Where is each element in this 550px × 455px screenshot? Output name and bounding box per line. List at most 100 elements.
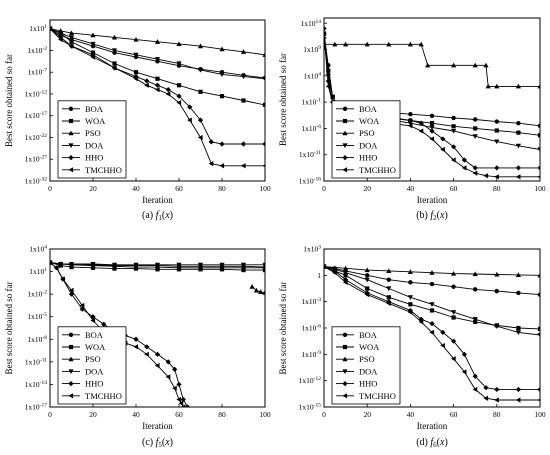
- data-point-tmchho: [154, 363, 160, 369]
- data-point-doa: [90, 261, 96, 267]
- data-point-tmchho: [515, 174, 521, 180]
- data-point-tmchho: [537, 175, 540, 179]
- data-point-doa: [197, 67, 204, 73]
- x-tick-label: 60: [450, 410, 458, 419]
- data-point-boa: [516, 120, 521, 126]
- data-point-woa: [537, 133, 540, 138]
- x-tick-label: 0: [48, 184, 52, 193]
- legend-label-woa: WOA: [85, 116, 106, 126]
- legend-marker-woa: [68, 118, 74, 124]
- data-point-doa: [494, 139, 500, 145]
- legend-marker-boa: [342, 106, 348, 112]
- data-point-pso: [240, 49, 247, 54]
- legend-frame: [331, 326, 401, 405]
- data-point-doa: [197, 262, 204, 268]
- data-point-hho: [197, 117, 204, 123]
- y-tick-label: 1x103: [303, 245, 321, 254]
- data-point-tmchho: [154, 87, 160, 93]
- legend-frame: [57, 100, 127, 179]
- data-point-doa: [262, 262, 265, 268]
- data-point-hho: [440, 329, 446, 335]
- data-point-hho: [185, 404, 191, 407]
- legend-label-tmchho: TMCHHO: [359, 391, 396, 401]
- data-point-pso: [262, 265, 265, 270]
- data-point-boa: [537, 292, 540, 297]
- data-point-woa: [198, 89, 203, 94]
- x-tick-label: 60: [175, 184, 183, 193]
- y-tick-label: 1x104: [29, 245, 47, 254]
- data-point-hho: [165, 87, 171, 93]
- legend-marker-doa: [342, 143, 348, 148]
- legend-frame: [331, 100, 401, 179]
- data-point-hho: [537, 165, 540, 171]
- data-point-pso: [407, 269, 413, 274]
- legend-marker-doa: [342, 369, 348, 374]
- data-point-tmchho: [440, 146, 445, 153]
- legend-marker-hho: [68, 381, 74, 387]
- data-point-doa: [472, 317, 478, 322]
- series-line-tmchho: [324, 266, 540, 401]
- data-point-tmchho: [461, 165, 467, 171]
- data-point-tmchho: [68, 43, 74, 49]
- data-point-hho: [187, 104, 193, 110]
- series-line-tmchho: [50, 28, 265, 167]
- data-point-doa: [494, 324, 500, 329]
- data-point-pso: [386, 41, 392, 47]
- legend-label-tmchho: TMCHHO: [85, 165, 122, 175]
- data-point-woa: [112, 266, 117, 271]
- data-point-tmchho: [494, 174, 499, 180]
- x-tick-label: 40: [407, 410, 415, 419]
- data-point-tmchho: [50, 26, 53, 32]
- data-point-hho: [461, 351, 467, 357]
- data-point-boa: [451, 115, 456, 121]
- data-point-pso: [343, 265, 349, 271]
- data-point-woa: [69, 264, 74, 270]
- y-tick-label: 1x10-12: [25, 89, 48, 98]
- data-point-hho: [325, 78, 331, 84]
- legend-marker-woa: [68, 344, 74, 350]
- data-point-pso: [176, 265, 182, 270]
- data-point-pso: [197, 43, 204, 49]
- data-point-hho: [219, 141, 225, 147]
- data-point-tmchho: [472, 386, 478, 393]
- data-point-tmchho: [451, 356, 456, 362]
- data-point-hho: [494, 386, 500, 393]
- data-point-doa: [58, 30, 64, 36]
- data-point-tmchho: [440, 342, 445, 349]
- data-point-hho: [537, 386, 540, 393]
- data-point-hho: [154, 351, 161, 357]
- x-tick-label: 80: [493, 184, 501, 193]
- data-point-woa: [451, 124, 456, 129]
- data-point-pso: [219, 46, 225, 52]
- data-point-tmchho: [364, 292, 370, 298]
- x-tick-label: 0: [48, 410, 52, 419]
- data-point-hho: [515, 386, 521, 393]
- data-point-doa: [68, 35, 75, 41]
- data-point-tmchho: [165, 91, 171, 97]
- data-point-pso: [332, 41, 338, 47]
- legend-label-pso: PSO: [359, 354, 375, 364]
- chart-panel-2: 0 20 40 60 80 100 1x10-17 1x10-14 1x10-11 1x10-8 1…: [4, 245, 271, 450]
- data-point-tmchho: [172, 385, 177, 391]
- data-point-tmchho: [58, 36, 63, 43]
- data-point-doa: [219, 262, 225, 268]
- data-point-pso: [364, 41, 370, 47]
- data-point-pso: [219, 265, 225, 270]
- legend-label-hho: HHO: [359, 153, 377, 163]
- data-point-doa: [240, 74, 247, 80]
- series-line-pso: [50, 262, 265, 269]
- data-point-pso: [472, 62, 478, 68]
- data-point-boa: [429, 113, 435, 119]
- data-point-pso: [451, 62, 457, 68]
- legend-marker-boa: [68, 332, 74, 337]
- legend-marker-pso: [68, 130, 74, 136]
- legend-marker-doa: [68, 143, 74, 148]
- y-tick-label: 1x10-9: [301, 350, 321, 359]
- x-tick-label: 20: [363, 184, 371, 193]
- data-point-pso: [262, 52, 265, 57]
- series-line-hho: [50, 28, 265, 145]
- x-tick-label: 100: [534, 410, 546, 419]
- data-point-tmchho: [494, 397, 499, 403]
- x-tick-label: 40: [132, 410, 140, 419]
- legend-label-boa: BOA: [359, 330, 378, 340]
